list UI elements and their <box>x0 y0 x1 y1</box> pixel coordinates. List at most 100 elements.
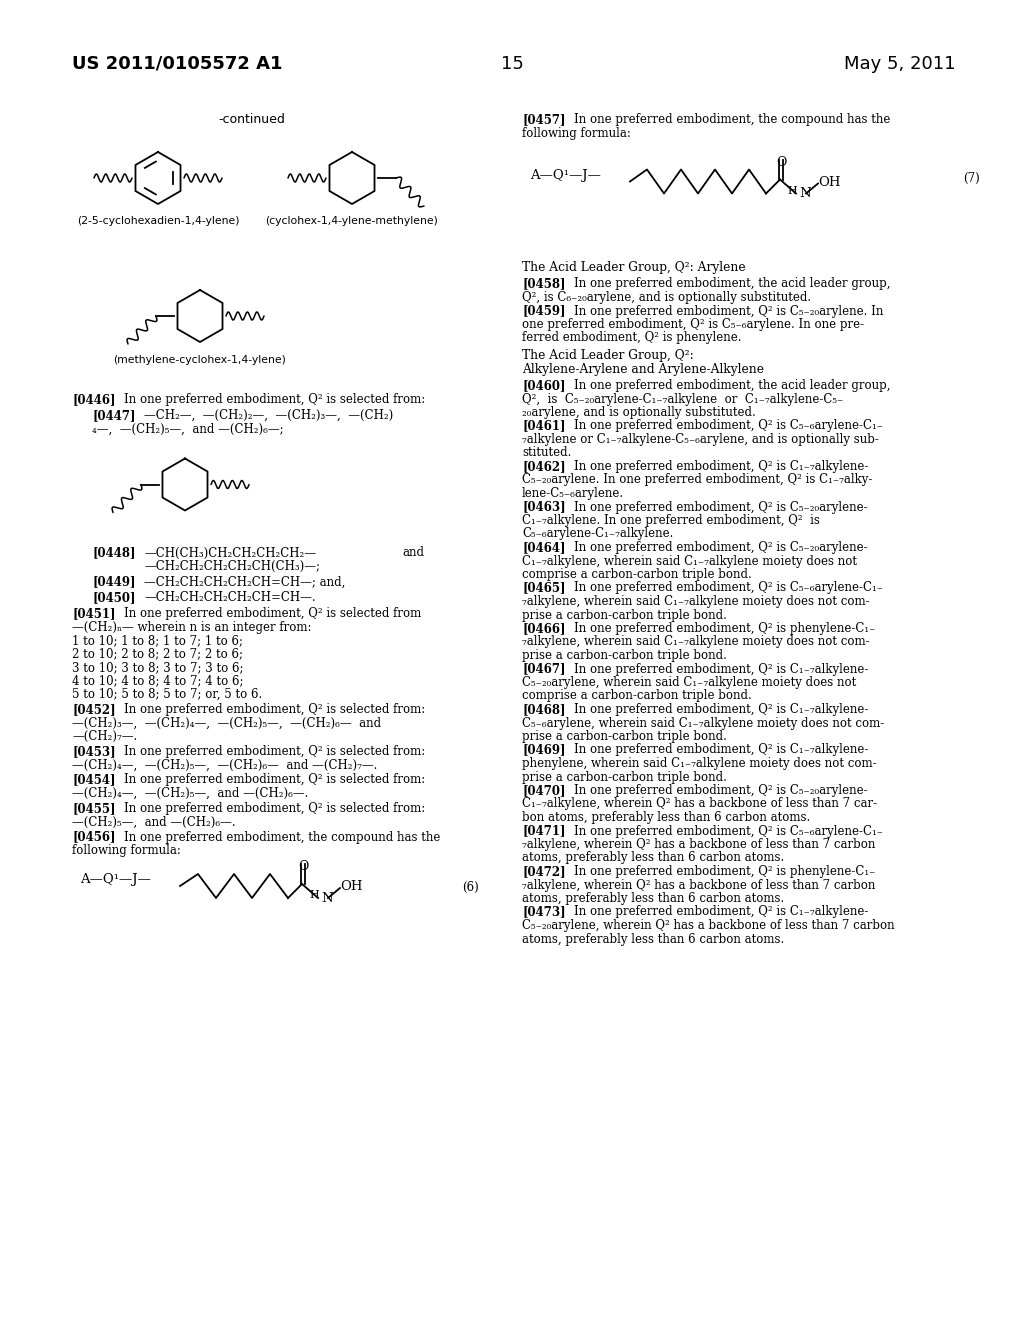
Text: [0451]: [0451] <box>72 607 116 620</box>
Text: C₅₋₂₀arylene, wherein Q² has a backbone of less than 7 carbon: C₅₋₂₀arylene, wherein Q² has a backbone … <box>522 919 895 932</box>
Text: In one preferred embodiment, Q² is selected from: In one preferred embodiment, Q² is selec… <box>124 607 421 620</box>
Text: [0459]: [0459] <box>522 305 565 318</box>
Text: [0446]: [0446] <box>72 393 116 407</box>
Text: C₅₋₆arylene-C₁₋₇alkylene.: C₅₋₆arylene-C₁₋₇alkylene. <box>522 528 674 540</box>
Text: In one preferred embodiment, Q² is phenylene-C₁₋: In one preferred embodiment, Q² is pheny… <box>574 865 876 878</box>
Text: [0452]: [0452] <box>72 704 116 715</box>
Text: In one preferred embodiment, Q² is C₅₋₆arylene-C₁₋: In one preferred embodiment, Q² is C₅₋₆a… <box>574 582 883 594</box>
Text: lene-C₅₋₆arylene.: lene-C₅₋₆arylene. <box>522 487 624 500</box>
Text: [0467]: [0467] <box>522 663 565 676</box>
Text: A—Q¹—J—: A—Q¹—J— <box>530 169 601 182</box>
Text: H: H <box>309 890 318 900</box>
Text: [0453]: [0453] <box>72 744 116 758</box>
Text: In one preferred embodiment, Q² is C₅₋₂₀arylene-: In one preferred embodiment, Q² is C₅₋₂₀… <box>574 541 867 554</box>
Text: prise a carbon-carbon triple bond.: prise a carbon-carbon triple bond. <box>522 649 727 663</box>
Text: 1 to 10; 1 to 8; 1 to 7; 1 to 6;: 1 to 10; 1 to 8; 1 to 7; 1 to 6; <box>72 634 243 647</box>
Text: —CH₂CH₂CH₂CH₂CH(CH₃)—;: —CH₂CH₂CH₂CH₂CH(CH₃)—; <box>144 560 319 573</box>
Text: stituted.: stituted. <box>522 446 571 459</box>
Text: [0463]: [0463] <box>522 500 565 513</box>
Text: [0460]: [0460] <box>522 379 565 392</box>
Text: N: N <box>799 187 811 201</box>
Text: [0473]: [0473] <box>522 906 565 919</box>
Text: In one preferred embodiment, Q² is C₅₋₂₀arylene-: In one preferred embodiment, Q² is C₅₋₂₀… <box>574 500 867 513</box>
Text: In one preferred embodiment, Q² is C₅₋₂₀arylene. In: In one preferred embodiment, Q² is C₅₋₂₀… <box>574 305 884 318</box>
Text: (2-5-cyclohexadien-1,4-ylene): (2-5-cyclohexadien-1,4-ylene) <box>77 216 240 226</box>
Text: -continued: -continued <box>218 114 286 125</box>
Text: comprise a carbon-carbon triple bond.: comprise a carbon-carbon triple bond. <box>522 568 752 581</box>
Text: (7): (7) <box>964 172 980 185</box>
Text: (6): (6) <box>462 880 479 894</box>
Text: In one preferred embodiment, Q² is selected from:: In one preferred embodiment, Q² is selec… <box>124 393 425 407</box>
Text: —(CH₂)₄—,  —(CH₂)₅—,  and —(CH₂)₆—.: —(CH₂)₄—, —(CH₂)₅—, and —(CH₂)₆—. <box>72 787 308 800</box>
Text: —(CH₂)₅—,  and —(CH₂)₆—.: —(CH₂)₅—, and —(CH₂)₆—. <box>72 816 236 829</box>
Text: and: and <box>402 546 424 560</box>
Text: —(CH₂)₇—.: —(CH₂)₇—. <box>72 730 137 743</box>
Text: prise a carbon-carbon triple bond.: prise a carbon-carbon triple bond. <box>522 730 727 743</box>
Text: phenylene, wherein said C₁₋₇alkylene moiety does not com-: phenylene, wherein said C₁₋₇alkylene moi… <box>522 756 877 770</box>
Text: [0455]: [0455] <box>72 803 116 814</box>
Text: C₁₋₇alkylene. In one preferred embodiment, Q²  is: C₁₋₇alkylene. In one preferred embodimen… <box>522 513 820 527</box>
Text: [0456]: [0456] <box>72 830 116 843</box>
Text: Alkylene-Arylene and Arylene-Alkylene: Alkylene-Arylene and Arylene-Alkylene <box>522 363 764 376</box>
Text: OH: OH <box>818 176 841 189</box>
Text: O: O <box>776 156 786 169</box>
Text: C₁₋₇alkylene, wherein said C₁₋₇alkylene moiety does not: C₁₋₇alkylene, wherein said C₁₋₇alkylene … <box>522 554 857 568</box>
Text: [0472]: [0472] <box>522 865 565 878</box>
Text: In one preferred embodiment, the acid leader group,: In one preferred embodiment, the acid le… <box>574 277 891 290</box>
Text: In one preferred embodiment, Q² is C₅₋₆arylene-C₁₋: In one preferred embodiment, Q² is C₅₋₆a… <box>574 825 883 837</box>
Text: [0469]: [0469] <box>522 743 565 756</box>
Text: [0468]: [0468] <box>522 704 565 715</box>
Text: The Acid Leader Group, Q²: Arylene: The Acid Leader Group, Q²: Arylene <box>522 261 745 275</box>
Text: [0470]: [0470] <box>522 784 565 797</box>
Text: 5 to 10; 5 to 8; 5 to 7; or, 5 to 6.: 5 to 10; 5 to 8; 5 to 7; or, 5 to 6. <box>72 688 262 701</box>
Text: one preferred embodiment, Q² is C₅₋₆arylene. In one pre-: one preferred embodiment, Q² is C₅₋₆aryl… <box>522 318 864 331</box>
Text: C₅₋₆arylene, wherein said C₁₋₇alkylene moiety does not com-: C₅₋₆arylene, wherein said C₁₋₇alkylene m… <box>522 717 885 730</box>
Text: In one preferred embodiment, Q² is C₅₋₆arylene-C₁₋: In one preferred embodiment, Q² is C₅₋₆a… <box>574 420 883 433</box>
Text: ₇alkylene, wherein said C₁₋₇alkylene moiety does not com-: ₇alkylene, wherein said C₁₋₇alkylene moi… <box>522 595 869 609</box>
Text: A—Q¹—J—: A—Q¹—J— <box>80 874 151 887</box>
Text: (methylene-cyclohex-1,4-ylene): (methylene-cyclohex-1,4-ylene) <box>114 355 287 366</box>
Text: (cyclohex-1,4-ylene-methylene): (cyclohex-1,4-ylene-methylene) <box>265 216 438 226</box>
Text: In one preferred embodiment, Q² is selected from:: In one preferred embodiment, Q² is selec… <box>124 744 425 758</box>
Text: atoms, preferably less than 6 carbon atoms.: atoms, preferably less than 6 carbon ato… <box>522 892 784 906</box>
Text: —(CH₂)₃—,  —(CH₂)₄—,  —(CH₂)₅—,  —(CH₂)₆—  and: —(CH₂)₃—, —(CH₂)₄—, —(CH₂)₅—, —(CH₂)₆— a… <box>72 717 381 730</box>
Text: ₇alkylene, wherein Q² has a backbone of less than 7 carbon: ₇alkylene, wherein Q² has a backbone of … <box>522 838 876 851</box>
Text: In one preferred embodiment, the compound has the: In one preferred embodiment, the compoun… <box>574 114 891 125</box>
Text: [0466]: [0466] <box>522 622 565 635</box>
Text: In one preferred embodiment, Q² is selected from:: In one preferred embodiment, Q² is selec… <box>124 803 425 814</box>
Text: comprise a carbon-carbon triple bond.: comprise a carbon-carbon triple bond. <box>522 689 752 702</box>
Text: [0457]: [0457] <box>522 114 565 125</box>
Text: 15: 15 <box>501 55 523 73</box>
Text: —CH₂—,  —(CH₂)₂—,  —(CH₂)₃—,  —(CH₂): —CH₂—, —(CH₂)₂—, —(CH₂)₃—, —(CH₂) <box>144 409 393 422</box>
Text: C₁₋₇alkylene, wherein Q² has a backbone of less than 7 car-: C₁₋₇alkylene, wherein Q² has a backbone … <box>522 797 878 810</box>
Text: ₄—,  —(CH₂)₅—,  and —(CH₂)₆—;: ₄—, —(CH₂)₅—, and —(CH₂)₆—; <box>92 422 284 436</box>
Text: —(CH₂)ₙ— wherein n is an integer from:: —(CH₂)ₙ— wherein n is an integer from: <box>72 620 311 634</box>
Text: In one preferred embodiment, Q² is selected from:: In one preferred embodiment, Q² is selec… <box>124 774 425 787</box>
Text: ₇alkylene, wherein Q² has a backbone of less than 7 carbon: ₇alkylene, wherein Q² has a backbone of … <box>522 879 876 891</box>
Text: [0465]: [0465] <box>522 582 565 594</box>
Text: In one preferred embodiment, the acid leader group,: In one preferred embodiment, the acid le… <box>574 379 891 392</box>
Text: [0464]: [0464] <box>522 541 565 554</box>
Text: In one preferred embodiment, the compound has the: In one preferred embodiment, the compoun… <box>124 830 440 843</box>
Text: N: N <box>321 891 333 904</box>
Text: O: O <box>298 861 308 873</box>
Text: [0461]: [0461] <box>522 420 565 433</box>
Text: [0449]: [0449] <box>92 576 135 589</box>
Text: The Acid Leader Group, Q²:: The Acid Leader Group, Q²: <box>522 350 693 363</box>
Text: following formula:: following formula: <box>522 127 631 140</box>
Text: —CH₂CH₂CH₂CH₂CH=CH—.: —CH₂CH₂CH₂CH₂CH=CH—. <box>144 591 315 605</box>
Text: [0450]: [0450] <box>92 591 135 605</box>
Text: atoms, preferably less than 6 carbon atoms.: atoms, preferably less than 6 carbon ato… <box>522 932 784 945</box>
Text: 2 to 10; 2 to 8; 2 to 7; 2 to 6;: 2 to 10; 2 to 8; 2 to 7; 2 to 6; <box>72 648 243 660</box>
Text: —CH₂CH₂CH₂CH₂CH=CH—; and,: —CH₂CH₂CH₂CH₂CH=CH—; and, <box>144 576 345 589</box>
Text: bon atoms, preferably less than 6 carbon atoms.: bon atoms, preferably less than 6 carbon… <box>522 810 810 824</box>
Text: In one preferred embodiment, Q² is C₁₋₇alkylene-: In one preferred embodiment, Q² is C₁₋₇a… <box>574 906 868 919</box>
Text: following formula:: following formula: <box>72 843 181 857</box>
Text: prise a carbon-carbon triple bond.: prise a carbon-carbon triple bond. <box>522 771 727 784</box>
Text: In one preferred embodiment, Q² is C₁₋₇alkylene-: In one preferred embodiment, Q² is C₁₋₇a… <box>574 704 868 715</box>
Text: [0462]: [0462] <box>522 459 565 473</box>
Text: ferred embodiment, Q² is phenylene.: ferred embodiment, Q² is phenylene. <box>522 331 741 345</box>
Text: —CH(CH₃)CH₂CH₂CH₂CH₂—: —CH(CH₃)CH₂CH₂CH₂CH₂— <box>144 546 316 560</box>
Text: [0447]: [0447] <box>92 409 135 422</box>
Text: In one preferred embodiment, Q² is C₅₋₂₀arylene-: In one preferred embodiment, Q² is C₅₋₂₀… <box>574 784 867 797</box>
